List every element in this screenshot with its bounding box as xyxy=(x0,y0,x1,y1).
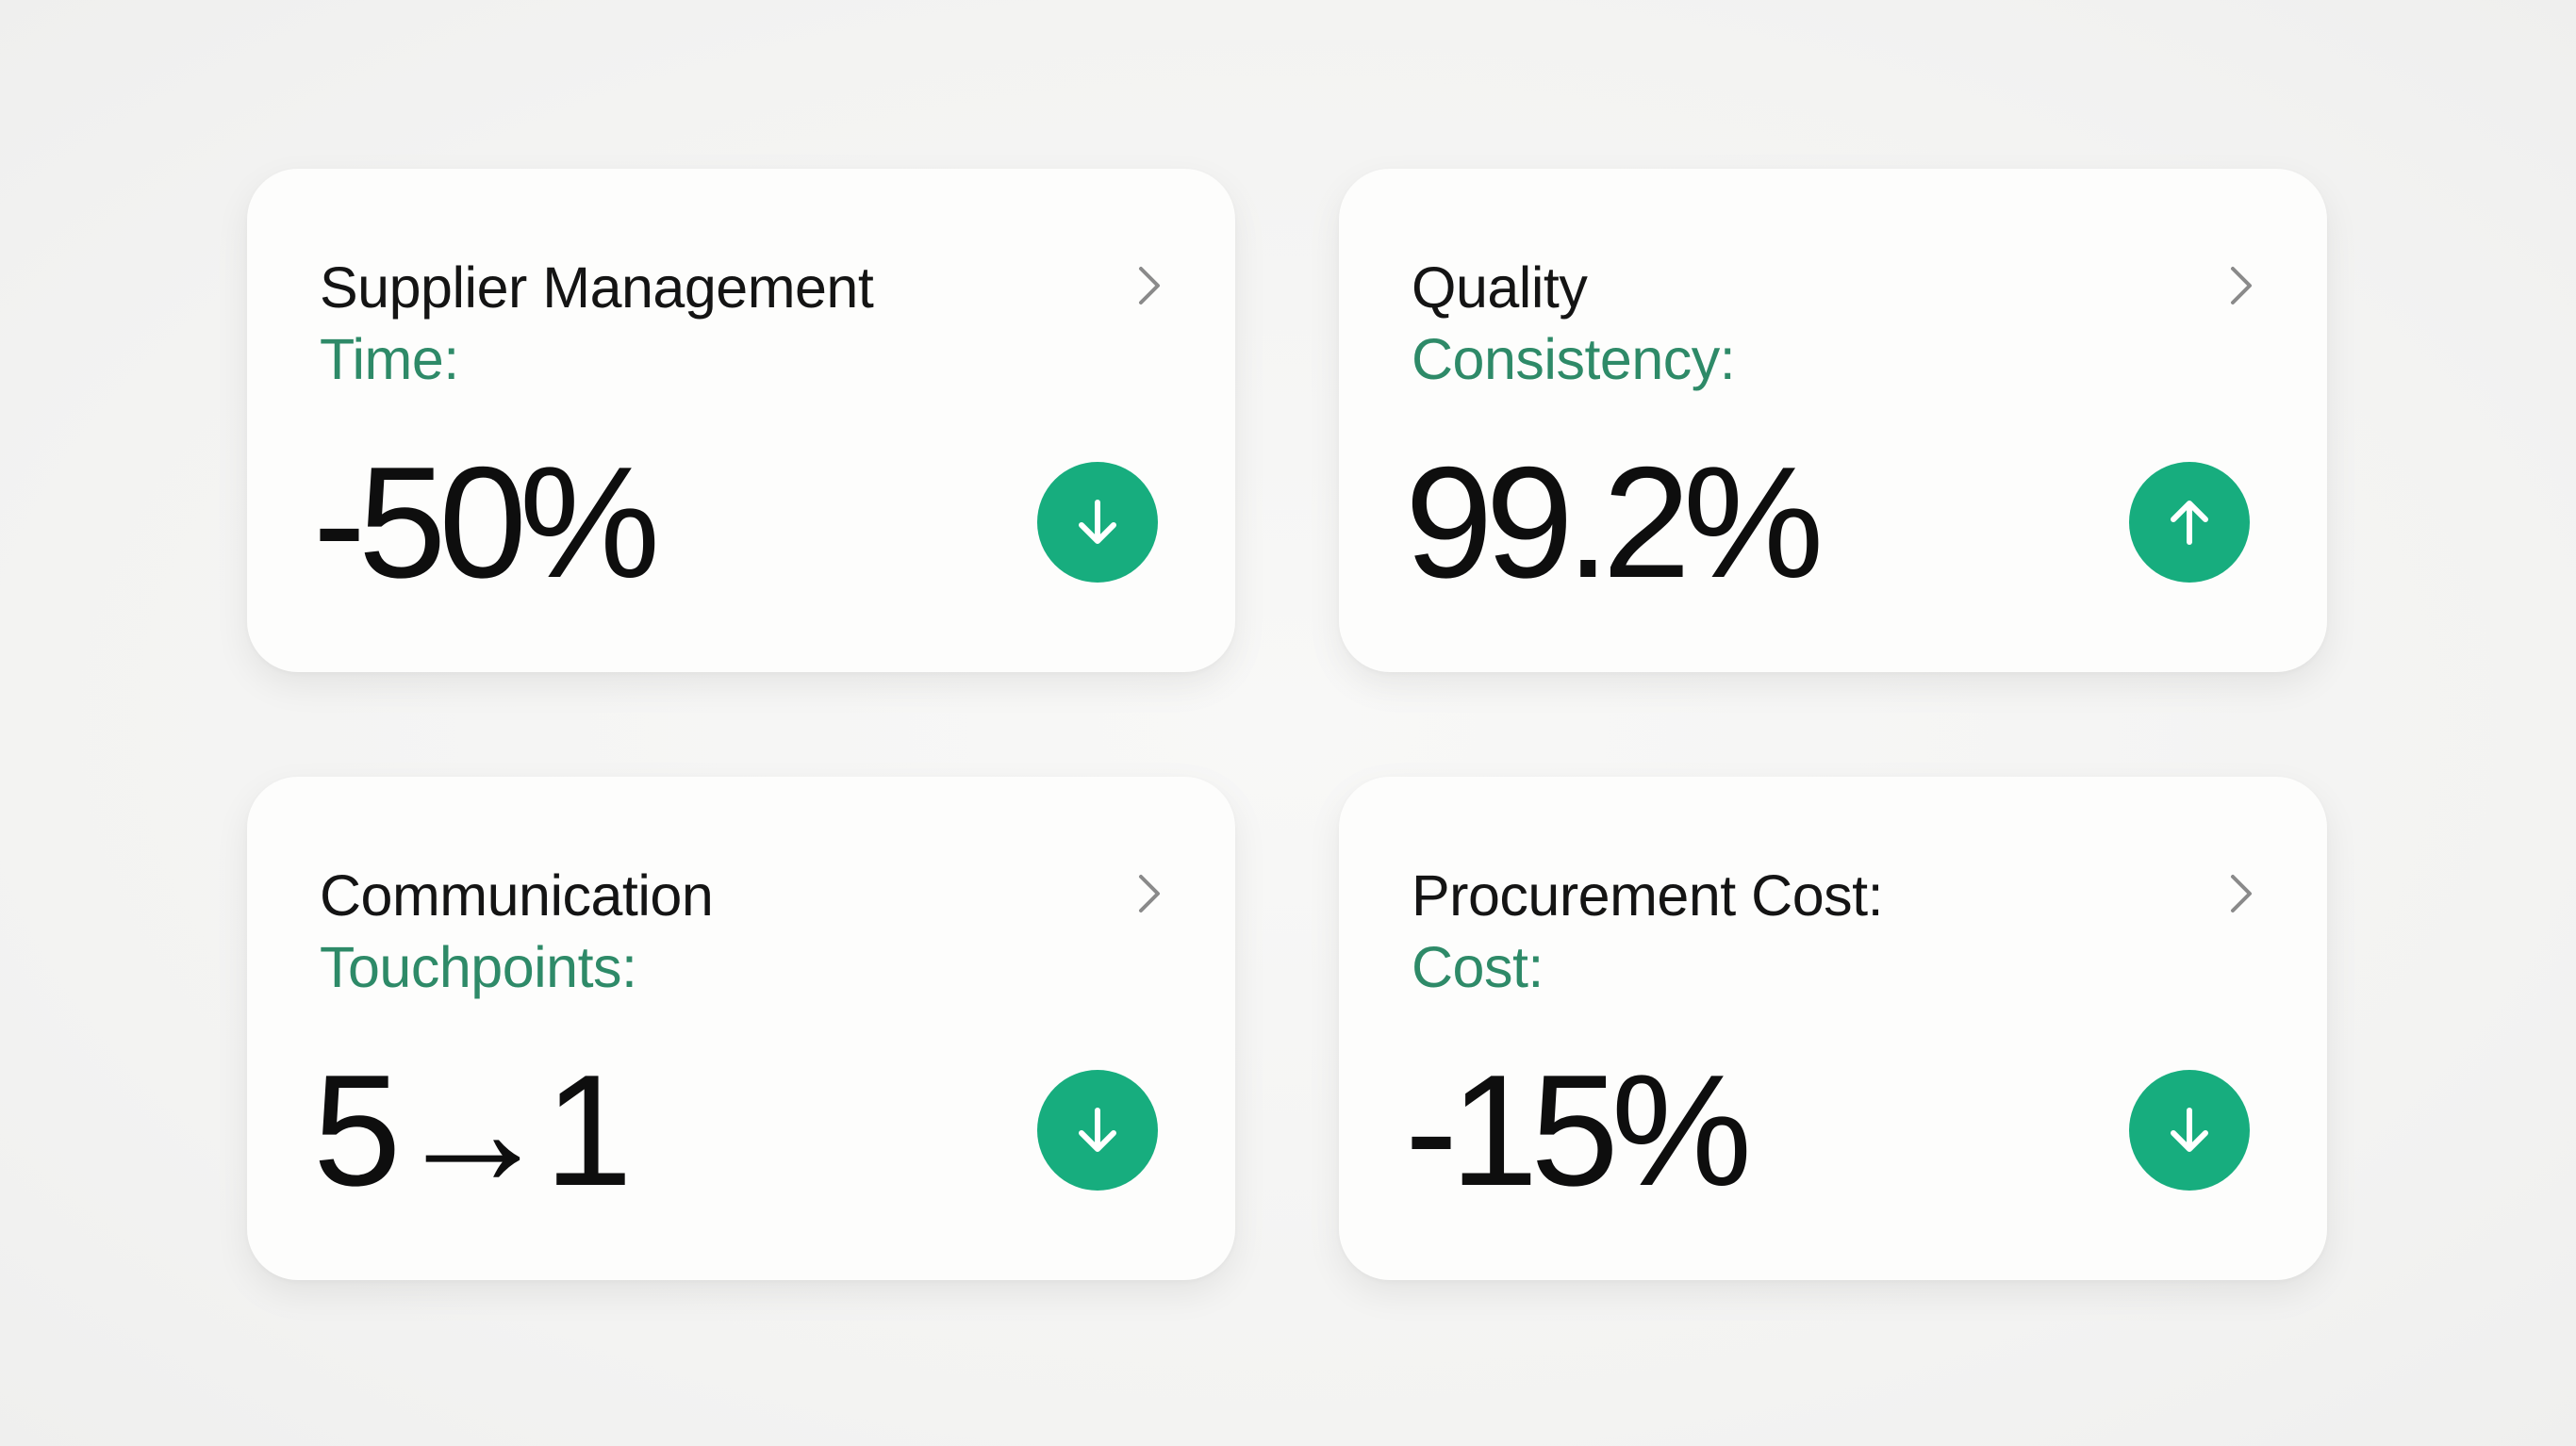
card-title-primary: Communication xyxy=(320,863,714,928)
card-title-secondary: Touchpoints: xyxy=(320,935,637,999)
arrow-down-icon xyxy=(1079,1108,1116,1152)
metric-value: -15% xyxy=(1405,1042,1752,1219)
arrow-down-icon xyxy=(1079,500,1116,544)
trend-indicator xyxy=(1037,1070,1158,1191)
card-title-primary: Quality xyxy=(1412,255,1588,320)
trend-indicator xyxy=(2129,462,2250,583)
card-title-primary: Procurement Cost: xyxy=(1412,863,1884,928)
card-title: Quality Consistency: xyxy=(1412,252,2166,395)
metric-card-procurement-cost[interactable]: Procurement Cost: Cost: -15% xyxy=(1339,777,2327,1280)
card-title-primary: Supplier Management xyxy=(320,255,874,320)
card-title-secondary: Time: xyxy=(320,327,459,391)
arrow-up-icon xyxy=(2171,501,2208,545)
arrow-down-icon xyxy=(2171,1108,2208,1152)
metric-card-quality-consistency[interactable]: Quality Consistency: 99.2% xyxy=(1339,169,2327,672)
card-title: Supplier Management Time: xyxy=(320,252,1074,395)
card-title-secondary: Consistency: xyxy=(1412,327,1736,391)
card-title: Communication Touchpoints: xyxy=(320,860,1074,1003)
metric-value: 5→1 xyxy=(313,1042,633,1219)
chevron-right-icon[interactable] xyxy=(2225,263,2257,308)
card-title: Procurement Cost: Cost: xyxy=(1412,860,2166,1003)
trend-indicator xyxy=(2129,1070,2250,1191)
card-title-secondary: Cost: xyxy=(1412,935,1544,999)
metric-card-communication-touchpoints[interactable]: Communication Touchpoints: 5→1 xyxy=(247,777,1235,1280)
chevron-right-icon[interactable] xyxy=(1133,871,1165,916)
trend-indicator xyxy=(1037,462,1158,583)
chevron-right-icon[interactable] xyxy=(1133,263,1165,308)
chevron-right-icon[interactable] xyxy=(2225,871,2257,916)
metric-value: 99.2% xyxy=(1405,434,1824,611)
metric-card-supplier-management-time[interactable]: Supplier Management Time: -50% xyxy=(247,169,1235,672)
metric-value: -50% xyxy=(313,434,660,611)
